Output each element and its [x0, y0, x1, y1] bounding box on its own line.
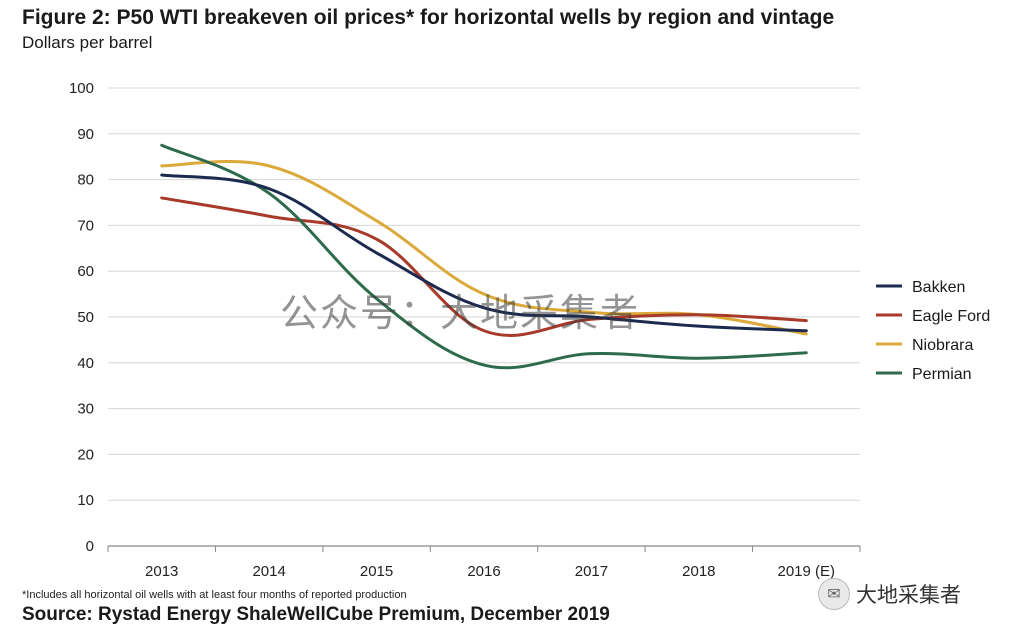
source-note: Source: Rystad Energy ShaleWellCube Prem… — [22, 604, 610, 625]
chart-subtitle: Dollars per barrel — [22, 33, 153, 52]
x-tick-label: 2019 (E) — [778, 563, 836, 580]
badge-text: 大地采集者 — [856, 584, 961, 607]
footnote: *Includes all horizontal oil wells with … — [22, 589, 407, 601]
series-line-bakken — [160, 173, 808, 333]
y-tick-label: 60 — [77, 263, 94, 280]
y-tick-label: 10 — [77, 492, 94, 509]
legend-label: Permian — [912, 366, 972, 383]
axes: 0 10 20 30 40 50 60 70 80 90 100 2013 2014 2015 2016 20… — [69, 80, 861, 580]
legend-label: Niobrara — [912, 337, 973, 354]
series-line-permian — [160, 143, 808, 370]
y-tick-label: 20 — [77, 446, 94, 463]
watermark-text: 公众号：大地采集者 — [280, 291, 641, 335]
y-tick-label: 100 — [69, 80, 94, 97]
legend-label: Bakken — [912, 279, 965, 296]
series-line-eagle-ford — [160, 196, 808, 337]
x-tick-label: 2016 — [467, 563, 500, 580]
gridlines — [108, 87, 860, 501]
x-tick-label: 2015 — [360, 563, 393, 580]
y-tick-label: 90 — [77, 126, 94, 143]
y-tick-label: 40 — [77, 355, 94, 372]
x-tick-label: 2013 — [145, 563, 178, 580]
x-tick-label: 2014 — [252, 563, 285, 580]
y-tick-label: 70 — [77, 217, 94, 234]
y-tick-label: 0 — [86, 538, 94, 555]
x-tick-label: 2017 — [575, 563, 608, 580]
legend: Bakken Eagle Ford Niobrara Permian — [876, 279, 990, 383]
y-tick-label: 50 — [77, 309, 94, 326]
wechat-icon: ✉ — [818, 578, 850, 610]
wechat-badge: ✉ 大地采集者 — [818, 578, 961, 610]
series-lines — [160, 143, 808, 370]
x-tick-label: 2018 — [682, 563, 715, 580]
y-tick-label: 80 — [77, 172, 94, 189]
chart-title: Figure 2: P50 WTI breakeven oil prices* … — [22, 6, 835, 29]
legend-label: Eagle Ford — [912, 308, 990, 325]
y-tick-label: 30 — [77, 401, 94, 418]
